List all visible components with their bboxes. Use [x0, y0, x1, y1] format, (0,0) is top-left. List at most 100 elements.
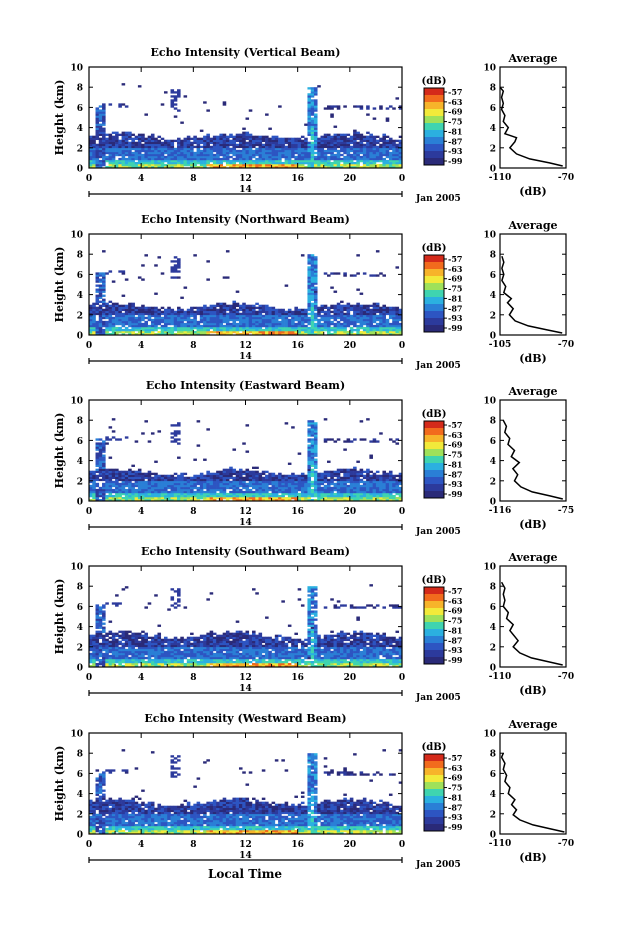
- heatmap-cell: [392, 147, 396, 151]
- heatmap-cell: [95, 276, 100, 279]
- heatmap-cell: [330, 139, 334, 143]
- heatmap-cell: [206, 332, 210, 336]
- heatmap-cell: [216, 478, 220, 482]
- heatmap-cell: [180, 149, 184, 153]
- heatmap-cell: [307, 268, 312, 271]
- heatmap-cell: [128, 157, 132, 161]
- heatmap-cell: [330, 326, 334, 330]
- heatmap-cell: [300, 135, 305, 138]
- heatmap-cell: [89, 490, 93, 494]
- heatmap-cell: [320, 145, 325, 149]
- heatmap-cell: [245, 157, 250, 161]
- heatmap-cell: [268, 482, 272, 486]
- heatmap-cell: [238, 476, 243, 480]
- heatmap-cell: [343, 330, 347, 334]
- heatmap-cell: [252, 143, 256, 147]
- heatmap-cell: [366, 318, 370, 322]
- heatmap-cell: [232, 484, 237, 488]
- heatmap-cell: [346, 163, 351, 167]
- profile-frame: [499, 66, 567, 169]
- heatmap-cell: [356, 141, 360, 145]
- panel-title: Echo Intensity (Eastward Beam): [146, 379, 345, 392]
- heatmap-cell: [366, 332, 370, 336]
- heatmap-cell: [219, 153, 223, 157]
- colorbar-swatch: [424, 269, 444, 277]
- heatmap-cell: [258, 490, 263, 494]
- heatmap-cell: [369, 135, 373, 138]
- heatmap-cell: [320, 476, 325, 480]
- heatmap-cell: [102, 310, 106, 314]
- heatmap-cell: [212, 472, 217, 476]
- heatmap-cell: [343, 139, 347, 143]
- heatmap-cell: [206, 480, 210, 484]
- heatmap-cell: [111, 151, 116, 155]
- heatmap-cell: [242, 310, 246, 314]
- heatmap-cell: [242, 472, 246, 476]
- heatmap-cell: [92, 654, 96, 658]
- heatmap-cell: [232, 486, 237, 490]
- heatmap-cell: [307, 278, 312, 281]
- heatmap-cell: [105, 472, 109, 476]
- heatmap-cell: [154, 484, 158, 488]
- heatmap-cell: [147, 474, 152, 478]
- heatmap-cell: [336, 145, 341, 149]
- heatmap-cell: [92, 328, 96, 332]
- colorbar-swatch: [424, 144, 444, 152]
- heatmap-cell: [278, 310, 282, 314]
- heatmap-cell: [307, 111, 312, 114]
- heatmap-cell: [128, 316, 132, 320]
- heatmap-cell: [382, 484, 386, 488]
- heatmap-cell: [238, 151, 243, 155]
- heatmap-cell: [395, 149, 400, 153]
- heatmap-cell: [134, 306, 139, 310]
- heatmap-cell: [160, 306, 165, 310]
- heatmap-cell: [261, 480, 266, 484]
- heatmap-cell: [173, 276, 178, 279]
- heatmap-cell: [95, 646, 100, 650]
- heatmap-cell: [366, 476, 370, 480]
- heatmap-cell: [232, 137, 237, 141]
- heatmap-cell: [261, 316, 266, 320]
- heatmap-cell: [190, 159, 194, 163]
- heatmap-cell: [327, 165, 331, 169]
- heatmap-cell: [346, 139, 351, 143]
- colorbar-tick-label: -93: [448, 479, 463, 489]
- heatmap-cell: [369, 274, 373, 277]
- heatmap-cell: [375, 250, 380, 253]
- heatmap-cell: [281, 316, 285, 320]
- heatmap-cell: [115, 490, 119, 494]
- heatmap-cell: [222, 314, 227, 318]
- heatmap-cell: [232, 330, 237, 334]
- heatmap-cell: [102, 474, 106, 478]
- heatmap-cell: [134, 328, 139, 332]
- heatmap-cell: [297, 137, 302, 141]
- heatmap-cell: [216, 470, 220, 474]
- heatmap-cell: [310, 310, 315, 314]
- heatmap-cell: [336, 304, 341, 308]
- heatmap-cell: [115, 496, 119, 500]
- heatmap-cell: [281, 488, 285, 492]
- heatmap-cell: [307, 161, 312, 165]
- heatmap-cell: [248, 165, 253, 169]
- heatmap-cell: [222, 145, 227, 149]
- heatmap-cell: [196, 149, 201, 153]
- heatmap-cell: [369, 133, 373, 136]
- heatmap-cell: [310, 492, 315, 496]
- heatmap-cell: [141, 278, 145, 281]
- heatmap-cell: [147, 494, 152, 498]
- heatmap-cell: [294, 163, 298, 167]
- heatmap-cell: [134, 498, 139, 502]
- heatmap-cell: [134, 308, 139, 312]
- heatmap-cell: [284, 324, 289, 328]
- heatmap-cell: [304, 165, 308, 169]
- heatmap-cell: [359, 474, 364, 478]
- heatmap-cell: [248, 137, 253, 141]
- heatmap-cell: [327, 147, 331, 151]
- heatmap-cell: [366, 139, 370, 143]
- heatmap-cell: [128, 161, 132, 165]
- heatmap-cell: [258, 494, 263, 498]
- heatmap-cell: [170, 312, 175, 316]
- heatmap-cell: [320, 318, 325, 322]
- heatmap-cell: [98, 478, 103, 482]
- heatmap-cell: [102, 278, 106, 281]
